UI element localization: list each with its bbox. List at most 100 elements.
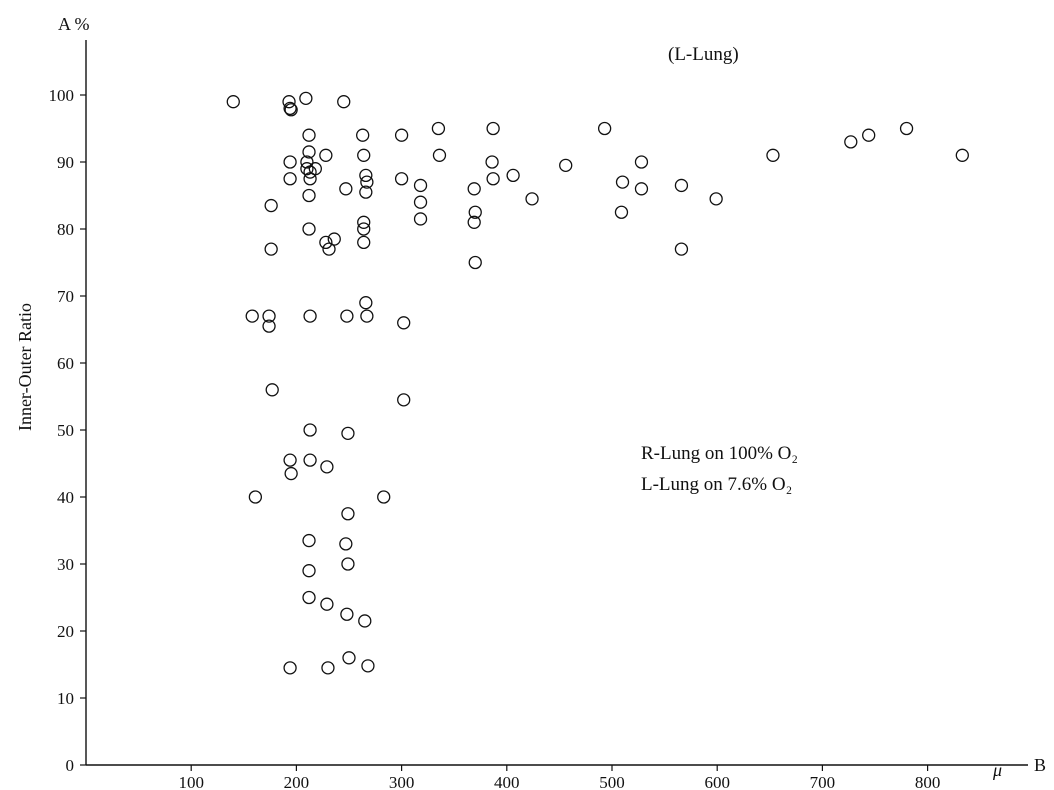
data-point <box>377 490 391 504</box>
data-point <box>319 235 333 250</box>
data-point <box>525 192 539 206</box>
data-point <box>467 215 481 229</box>
data-point <box>485 155 499 169</box>
y-tick-label: 10 <box>57 689 74 708</box>
data-point <box>302 128 316 142</box>
data-point <box>342 651 356 665</box>
y-tick-label: 50 <box>57 421 74 440</box>
data-point <box>357 235 371 250</box>
data-point <box>282 95 296 109</box>
data-point <box>321 661 335 675</box>
data-point <box>394 172 409 186</box>
y-tick-label: 70 <box>57 287 74 306</box>
data-point <box>634 182 649 196</box>
ticks: 0 10 20 30 40 50 60 70 80 90 100 100 200 300 400 500 600… <box>49 86 941 790</box>
data-point <box>302 188 316 203</box>
y-tick-label: 0 <box>66 756 75 775</box>
data-point <box>245 309 259 323</box>
data-point <box>264 198 278 213</box>
data-point <box>283 155 297 169</box>
data-point <box>303 453 317 467</box>
data-point <box>615 175 630 189</box>
y-tick-label: 60 <box>57 354 74 373</box>
data-point <box>341 507 355 521</box>
data-point <box>358 614 372 628</box>
data-point <box>356 128 370 142</box>
chart-title: (L-Lung) <box>668 44 739 65</box>
data-point <box>303 309 317 323</box>
data-point <box>262 319 276 333</box>
x-tick-label: 400 <box>494 773 520 790</box>
data-point <box>322 242 336 256</box>
x-axis-unit: μ <box>992 760 1002 780</box>
data-point <box>359 168 373 183</box>
data-point <box>614 205 629 219</box>
data-point <box>319 148 333 162</box>
y-tick-label: 20 <box>57 622 74 641</box>
data-point <box>432 148 447 162</box>
data-point <box>283 661 297 675</box>
data-point <box>357 222 371 236</box>
x-tick-label: 600 <box>704 773 730 790</box>
x-tick-label: 100 <box>178 773 204 790</box>
data-point <box>359 296 373 310</box>
annotation-line-1: R-Lung on 100% O₂ <box>641 443 798 464</box>
data-point <box>226 95 240 109</box>
data-point <box>431 121 446 136</box>
data-point <box>299 91 313 105</box>
data-point <box>283 101 297 116</box>
data-point <box>357 215 371 229</box>
data-point <box>337 95 351 109</box>
data-point <box>634 155 649 169</box>
data-point <box>413 195 428 209</box>
y-axis-title: Inner-Outer Ratio <box>15 303 35 431</box>
data-point <box>674 242 689 256</box>
data-point <box>339 537 353 551</box>
data-point <box>361 659 375 673</box>
data-point <box>284 103 298 117</box>
data-point <box>357 148 371 162</box>
data-point <box>303 423 317 437</box>
x-tick-label: 500 <box>599 773 625 790</box>
data-point <box>340 607 354 621</box>
x-tick-label: 200 <box>284 773 310 790</box>
data-point <box>341 557 355 571</box>
data-point <box>597 121 612 136</box>
x-tick-label: 800 <box>915 773 941 790</box>
data-points <box>226 91 969 675</box>
data-point <box>397 316 411 330</box>
data-point <box>413 178 428 193</box>
x-tick-label: 700 <box>810 773 836 790</box>
data-point <box>302 564 316 578</box>
data-point <box>394 128 409 142</box>
data-point <box>468 255 482 270</box>
y-tick-label: 90 <box>57 153 74 172</box>
data-point <box>709 192 723 206</box>
data-point <box>320 597 334 611</box>
data-point <box>955 148 969 162</box>
data-point <box>360 309 374 323</box>
data-point <box>320 460 334 474</box>
annotation-line-2: L-Lung on 7.6% O₂ <box>641 474 792 495</box>
axes <box>85 40 1028 766</box>
data-point <box>264 242 278 256</box>
data-point <box>862 128 876 142</box>
data-point <box>899 121 914 136</box>
data-point <box>340 309 354 323</box>
data-point <box>360 175 374 189</box>
data-point <box>283 453 297 467</box>
data-point <box>844 135 858 149</box>
data-point <box>302 145 316 159</box>
data-point <box>468 205 482 219</box>
data-point <box>284 466 298 481</box>
data-point <box>467 182 481 196</box>
data-point <box>413 212 428 226</box>
data-point <box>283 172 297 186</box>
data-point <box>486 121 500 136</box>
data-point <box>397 393 411 407</box>
y-axis-letter: A % <box>58 14 90 34</box>
data-point <box>300 162 314 176</box>
data-point <box>341 426 355 441</box>
x-tick-label: 300 <box>389 773 415 790</box>
